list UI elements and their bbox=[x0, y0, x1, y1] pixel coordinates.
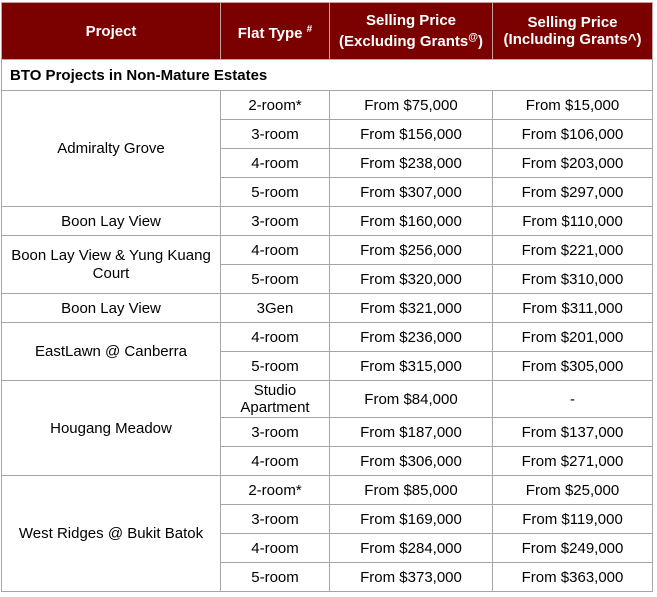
table-row: 4-room From $306,000 From $271,000 bbox=[2, 446, 653, 476]
section-row: BTO Projects in Non-Mature Estates bbox=[1, 59, 653, 91]
flat-type: 4-room bbox=[220, 235, 330, 265]
price-incl: From $119,000 bbox=[492, 504, 653, 534]
price-excl: From $284,000 bbox=[329, 533, 493, 563]
flat-type: 5-room bbox=[220, 264, 330, 294]
flat-type: 3-room bbox=[220, 417, 330, 447]
flat-type: 3-room bbox=[220, 504, 330, 534]
table-row: 5-room From $307,000 From $297,000 bbox=[2, 177, 653, 207]
price-excl: From $373,000 bbox=[329, 562, 493, 592]
flat-type: 4-room bbox=[220, 148, 330, 178]
header-row: Project Flat Type # Selling Price (Exclu… bbox=[1, 2, 653, 60]
flat-type: 5-room bbox=[220, 351, 330, 381]
price-incl: From $25,000 bbox=[492, 475, 653, 505]
project-name: EastLawn @ Canberra bbox=[1, 322, 221, 381]
flat-type: 5-room bbox=[220, 177, 330, 207]
table-row: 3-room From $169,000 From $119,000 bbox=[2, 504, 653, 534]
price-excl: From $256,000 bbox=[329, 235, 493, 265]
header-project: Project bbox=[1, 2, 221, 60]
price-incl: From $221,000 bbox=[492, 235, 653, 265]
flat-type: 2-room* bbox=[220, 475, 330, 505]
price-incl: From $311,000 bbox=[492, 293, 653, 323]
table-row: EastLawn @ Canberra 4-room From $236,000 Fr… bbox=[1, 322, 653, 381]
project-name: Boon Lay View & Yung Kuang Court bbox=[1, 235, 221, 294]
price-incl: - bbox=[492, 380, 653, 418]
price-excl: From $315,000 bbox=[329, 351, 493, 381]
section-title: BTO Projects in Non-Mature Estates bbox=[1, 59, 653, 91]
price-incl: From $201,000 bbox=[492, 322, 653, 352]
price-incl: From $271,000 bbox=[492, 446, 653, 476]
flat-type: 4-room bbox=[220, 322, 330, 352]
project-name: Boon Lay View bbox=[1, 293, 221, 323]
price-excl: From $321,000 bbox=[329, 293, 493, 323]
price-incl: From $110,000 bbox=[492, 206, 653, 236]
price-incl: From $106,000 bbox=[492, 119, 653, 149]
table-row: Boon Lay View 3Gen From $321,000 From $311,… bbox=[1, 293, 653, 323]
table-row: 5-room From $373,000 From $363,000 bbox=[2, 562, 653, 592]
price-incl: From $310,000 bbox=[492, 264, 653, 294]
table-row: 3-room From $187,000 From $137,000 bbox=[2, 417, 653, 447]
table-row: 4-room From $238,000 From $203,000 bbox=[2, 148, 653, 178]
project-name: Boon Lay View bbox=[1, 206, 221, 236]
table-row: 5-room From $320,000 From $310,000 bbox=[2, 264, 653, 294]
price-excl: From $320,000 bbox=[329, 264, 493, 294]
flat-type: 5-room bbox=[220, 562, 330, 592]
price-excl: From $169,000 bbox=[329, 504, 493, 534]
flat-type: 4-room bbox=[220, 446, 330, 476]
header-price-incl: Selling Price (Including Grants^) bbox=[492, 2, 653, 60]
project-name: Hougang Meadow bbox=[1, 380, 221, 476]
price-excl: From $307,000 bbox=[329, 177, 493, 207]
price-excl: From $75,000 bbox=[329, 90, 493, 120]
header-price-excl: Selling Price (Excluding Grants@) bbox=[329, 2, 493, 60]
price-excl: From $306,000 bbox=[329, 446, 493, 476]
table-row: Boon Lay View & Yung Kuang Court 4-room Fr… bbox=[1, 235, 653, 294]
price-incl: From $203,000 bbox=[492, 148, 653, 178]
price-incl: From $137,000 bbox=[492, 417, 653, 447]
project-name: Admiralty Grove bbox=[1, 90, 221, 207]
table-row: Hougang Meadow Studio Apartment From $84,0… bbox=[1, 380, 653, 476]
price-excl: From $85,000 bbox=[329, 475, 493, 505]
price-excl: From $238,000 bbox=[329, 148, 493, 178]
flat-type: 3-room bbox=[220, 119, 330, 149]
price-excl: From $84,000 bbox=[329, 380, 493, 418]
price-excl: From $187,000 bbox=[329, 417, 493, 447]
header-flat-type: Flat Type # bbox=[220, 2, 330, 60]
price-excl: From $236,000 bbox=[329, 322, 493, 352]
price-incl: From $363,000 bbox=[492, 562, 653, 592]
flat-type: 3-room bbox=[220, 206, 330, 236]
table-row: 4-room From $284,000 From $249,000 bbox=[2, 533, 653, 563]
price-incl: From $297,000 bbox=[492, 177, 653, 207]
flat-type: 4-room bbox=[220, 533, 330, 563]
table-row: Boon Lay View 3-room From $160,000 From $11… bbox=[1, 206, 653, 236]
table-row: 5-room From $315,000 From $305,000 bbox=[2, 351, 653, 381]
flat-type: 3Gen bbox=[220, 293, 330, 323]
price-excl: From $160,000 bbox=[329, 206, 493, 236]
price-incl: From $249,000 bbox=[492, 533, 653, 563]
flat-type: 2-room* bbox=[220, 90, 330, 120]
flat-type: Studio Apartment bbox=[220, 380, 330, 418]
table-row: 3-room From $156,000 From $106,000 bbox=[2, 119, 653, 149]
project-name: West Ridges @ Bukit Batok bbox=[1, 475, 221, 592]
price-incl: From $15,000 bbox=[492, 90, 653, 120]
price-excl: From $156,000 bbox=[329, 119, 493, 149]
table-row: West Ridges @ Bukit Batok 2-room* From $85… bbox=[1, 475, 653, 592]
table-row: Admiralty Grove 2-room* From $75,000 From $… bbox=[1, 90, 653, 207]
price-incl: From $305,000 bbox=[492, 351, 653, 381]
